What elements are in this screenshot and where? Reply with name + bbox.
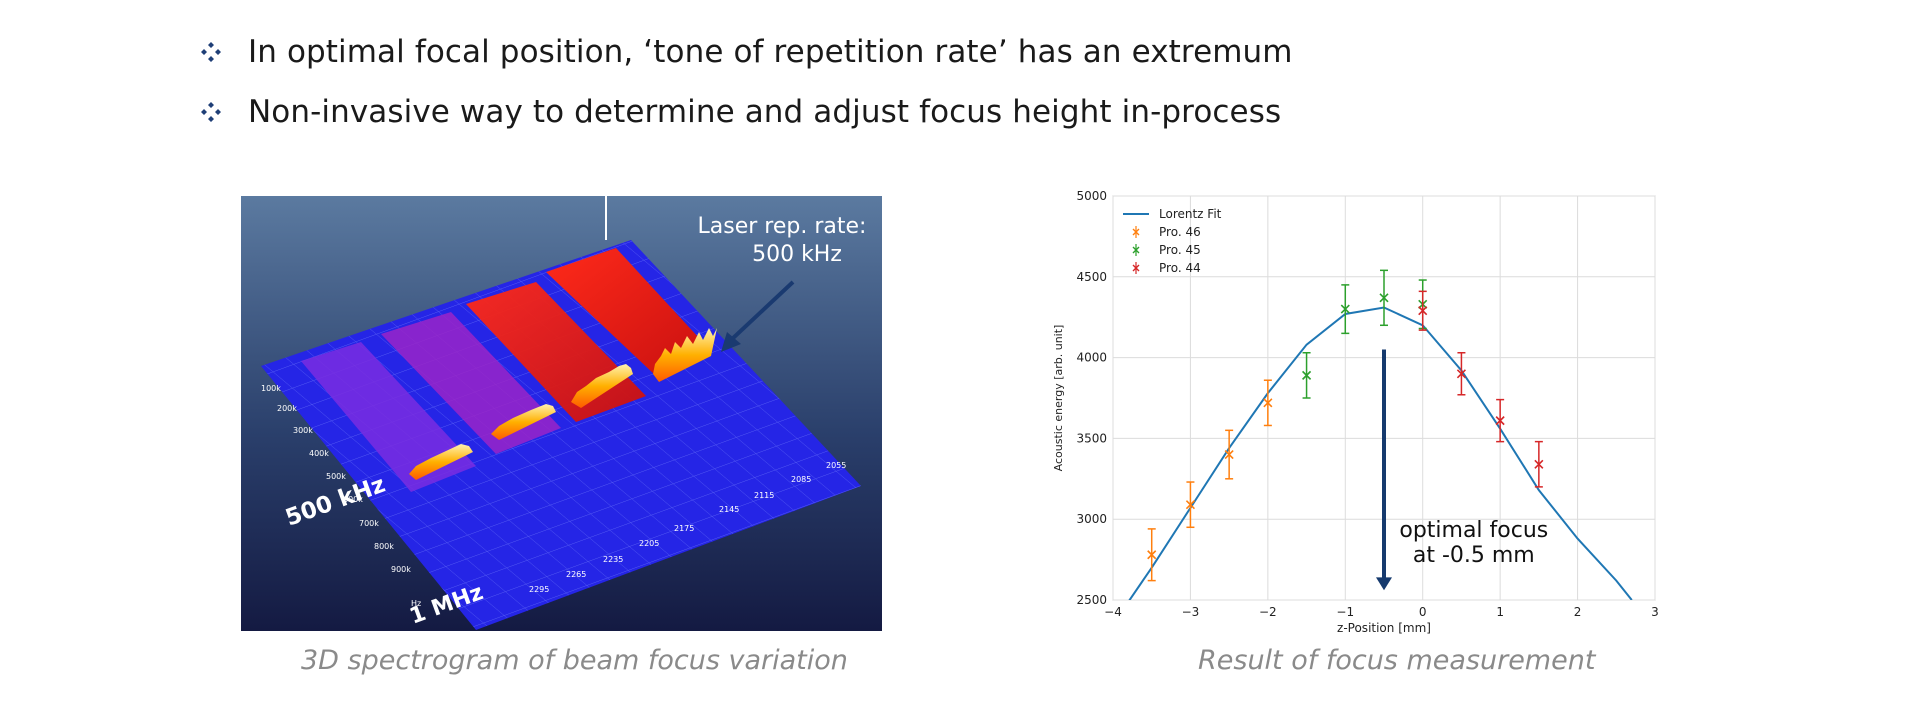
data-point — [1263, 398, 1273, 408]
spectrogram-bottom-tick: 2235 — [603, 555, 623, 564]
data-point — [1418, 306, 1428, 316]
y-tick-label: 3500 — [1076, 431, 1107, 445]
y-axis-label: Acoustic energy [arb. unit] — [1052, 325, 1065, 472]
spectrogram-caption: 3D spectrogram of beam focus variation — [301, 645, 848, 676]
annotation-arrow — [729, 280, 795, 342]
focus-measurement-chart: −4 −3 −2 −1 0 1 2 3 2500 3000 3500 4000 4500 5000 z-Po… — [1052, 189, 1659, 635]
spectrogram-peak — [653, 328, 717, 382]
legend-entry: Pro. 46 — [1159, 225, 1201, 239]
spectrogram-left-tick: 400k — [309, 449, 329, 458]
bullet-item: Non-invasive way to determine and adjust… — [200, 82, 1293, 142]
data-point — [1456, 369, 1466, 379]
spectrogram-bottom-tick: 2085 — [791, 475, 811, 484]
spectrogram-left-tick: 800k — [374, 542, 394, 551]
spectrogram-bottom-tick: 2265 — [566, 570, 586, 579]
data-point — [1379, 293, 1389, 303]
spectrogram-left-tick: 700k — [359, 519, 379, 528]
bullet-text: In optimal focal position, ‘tone of repe… — [248, 34, 1293, 70]
spectrogram-bottom-tick: 2145 — [719, 505, 739, 514]
data-point — [1147, 550, 1157, 560]
data-point — [1495, 416, 1505, 426]
x-tick-label: −2 — [1259, 605, 1277, 619]
x-tick-label: 0 — [1419, 605, 1427, 619]
spectrogram-bottom-tick: 2295 — [529, 585, 549, 594]
spectrogram-left-tick: 200k — [277, 404, 297, 413]
optimal-focus-label: optimal focus — [1399, 518, 1548, 543]
bullet-item: In optimal focal position, ‘tone of repe… — [200, 22, 1293, 82]
spectrogram-peak — [491, 404, 556, 440]
spectrogram-strip — [546, 248, 711, 376]
y-tick-label: 2500 — [1076, 593, 1107, 607]
legend-swatch — [1132, 264, 1140, 272]
x-tick-label: −3 — [1182, 605, 1200, 619]
data-point — [1302, 370, 1312, 380]
annotation-arrow-head-icon — [721, 332, 741, 352]
data-point — [1340, 304, 1350, 314]
legend-entry: Pro. 45 — [1159, 243, 1201, 257]
spectrogram-peak — [409, 444, 473, 480]
spectrogram-bottom-tick: 2055 — [826, 461, 846, 470]
x-tick-label: 3 — [1651, 605, 1659, 619]
y-tick-label: 3000 — [1076, 512, 1107, 526]
legend-swatch — [1132, 246, 1140, 254]
spectrogram-strip — [301, 342, 476, 492]
spectrogram-left-tick: 500k — [326, 472, 346, 481]
spectrogram-image: 100k 200k 300k 400k 500k 600k 700k 800k … — [241, 196, 882, 631]
spectrogram-left-tick: 300k — [293, 426, 313, 435]
spectrogram-left-tick: 100k — [261, 384, 281, 393]
x-tick-label: −1 — [1336, 605, 1354, 619]
legend-swatch — [1132, 228, 1140, 236]
data-point — [1185, 500, 1195, 510]
optimal-focus-label: at -0.5 mm — [1413, 543, 1535, 568]
x-tick-label: 2 — [1574, 605, 1582, 619]
diamond-bullet-icon — [201, 102, 221, 122]
spectrogram-annotation: 500 kHz — [752, 242, 842, 267]
spectrogram-left-tick: 600k — [343, 495, 363, 504]
x-tick-label: −4 — [1104, 605, 1122, 619]
arrow-head-icon — [1376, 577, 1392, 591]
data-point — [1534, 459, 1544, 469]
legend-entry: Pro. 44 — [1159, 261, 1201, 275]
legend-entry: Lorentz Fit — [1159, 207, 1222, 221]
spectrogram-bottom-tick: 2115 — [754, 491, 774, 500]
y-tick-label: 4000 — [1076, 351, 1107, 365]
x-axis-label: z-Position [mm] — [1337, 621, 1431, 635]
spectrogram-left-tick: Hz — [411, 599, 421, 608]
y-tick-label: 5000 — [1076, 189, 1107, 203]
spectrogram-left-tick: 900k — [391, 565, 411, 574]
spectrogram-peak — [571, 364, 633, 408]
y-tick-label: 4500 — [1076, 270, 1107, 284]
spectrogram-annotation: Laser rep. rate: — [698, 214, 867, 239]
spectrogram-bottom-tick: 2205 — [639, 539, 659, 548]
bullet-list: In optimal focal position, ‘tone of repe… — [200, 22, 1293, 142]
data-point — [1224, 449, 1234, 460]
spectrogram-bottom-tick: 2175 — [674, 524, 694, 533]
x-tick-label: 1 — [1496, 605, 1504, 619]
diamond-bullet-icon — [201, 42, 221, 62]
bullet-text: Non-invasive way to determine and adjust… — [248, 94, 1282, 130]
chart-caption: Result of focus measurement — [1198, 645, 1596, 676]
